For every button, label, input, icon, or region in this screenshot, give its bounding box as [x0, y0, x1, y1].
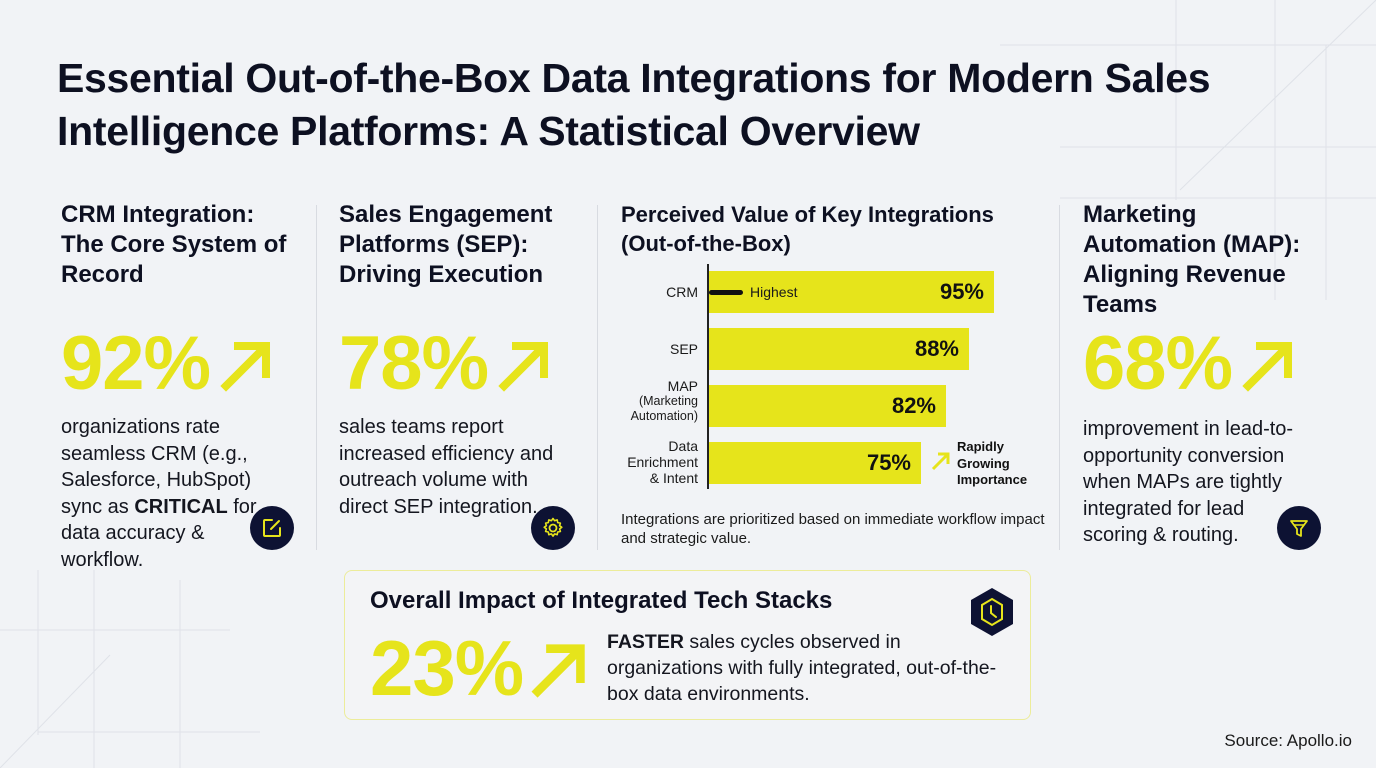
gear-icon: [543, 517, 563, 537]
chart-title: Perceived Value of Key Integrations (Out…: [621, 202, 994, 256]
clock-icon: [971, 588, 1013, 636]
bar-label: MAP (Marketing Automation): [630, 378, 698, 423]
bar-crm: 95%: [709, 271, 994, 313]
trend-up-arrow-icon: [1242, 342, 1293, 392]
impact-stat: 23%: [370, 626, 589, 710]
funnel-icon: [1290, 520, 1308, 537]
bar-row-crm: CRM 95%: [600, 270, 1060, 314]
column-divider: [597, 205, 598, 550]
bar-row-sep: SEP 88%: [600, 327, 1060, 371]
bar-row-data-enrichment: Data Enrichment & Intent 75%: [600, 438, 1060, 486]
trend-up-arrow-icon: [498, 342, 549, 392]
chart-y-axis: [707, 264, 709, 489]
source-note: Source: Apollo.io: [1224, 731, 1352, 750]
column-divider: [1059, 205, 1060, 550]
impact-card: Overall Impact of Integrated Tech Stacks…: [344, 570, 1031, 720]
growth-annotation: Rapidly Growing Importance: [957, 439, 1028, 487]
column-divider: [316, 205, 317, 550]
bar-sep: 88%: [709, 328, 969, 370]
bar-map: 82%: [709, 385, 946, 427]
edit-icon: [263, 519, 281, 537]
map-stat-value: 68%: [1083, 321, 1233, 406]
highest-annotation: Highest: [750, 284, 798, 300]
bar-row-map: MAP (Marketing Automation) 82%: [600, 378, 1060, 428]
map-column-title: Marketing Automation (MAP): Aligning Rev…: [1083, 201, 1301, 318]
growth-arrow-icon: [931, 452, 950, 471]
crm-stat: 92%: [61, 324, 301, 404]
bar-value: 95%: [939, 279, 984, 304]
map-column: Marketing Automation (MAP): Aligning Rev…: [1083, 200, 1323, 549]
impact-description: FASTER sales cycles observed in organiza…: [607, 631, 997, 705]
crm-column-title: CRM Integration: The Core System of Reco…: [61, 201, 287, 288]
map-icon-badge: [1277, 506, 1321, 550]
crm-description: organizations rate seamless CRM (e.g., S…: [61, 416, 257, 571]
impact-title: Overall Impact of Integrated Tech Stacks: [370, 587, 833, 614]
crm-stat-value: 92%: [61, 321, 211, 406]
sep-stat: 78%: [339, 324, 579, 404]
chart-caption: Integrations are prioritized based on im…: [621, 511, 1045, 547]
sep-column-title: Sales Engagement Platforms (SEP): Drivin…: [339, 201, 553, 288]
sep-icon-badge: [531, 506, 575, 550]
faster-emphasis: FASTER: [607, 631, 684, 653]
impact-stat-value: 23%: [370, 624, 524, 712]
trend-up-arrow-icon: [220, 342, 271, 392]
bar-label: Data Enrichment & Intent: [627, 438, 698, 486]
bar-value: 88%: [914, 336, 959, 361]
crm-column: CRM Integration: The Core System of Reco…: [61, 200, 301, 573]
trend-up-arrow-icon: [531, 644, 585, 698]
map-stat: 68%: [1083, 324, 1323, 404]
highlight-marker: [709, 290, 743, 295]
bar-label: SEP: [669, 341, 698, 357]
bar-data-enrichment: 75%: [709, 442, 921, 484]
sep-column: Sales Engagement Platforms (SEP): Drivin…: [339, 200, 579, 520]
sep-stat-value: 78%: [339, 321, 489, 406]
page-title: Essential Out-of-the-Box Data Integratio…: [57, 55, 1211, 154]
bar-value: 82%: [891, 393, 936, 418]
map-description: improvement in lead-to-opportunity conve…: [1083, 418, 1294, 546]
crm-icon-badge: [250, 506, 294, 550]
sep-description: sales teams report increased efficiency …: [339, 416, 554, 518]
bar-label: CRM: [666, 284, 698, 300]
bar-value: 75%: [866, 450, 911, 475]
critical-emphasis: CRITICAL: [134, 495, 228, 518]
